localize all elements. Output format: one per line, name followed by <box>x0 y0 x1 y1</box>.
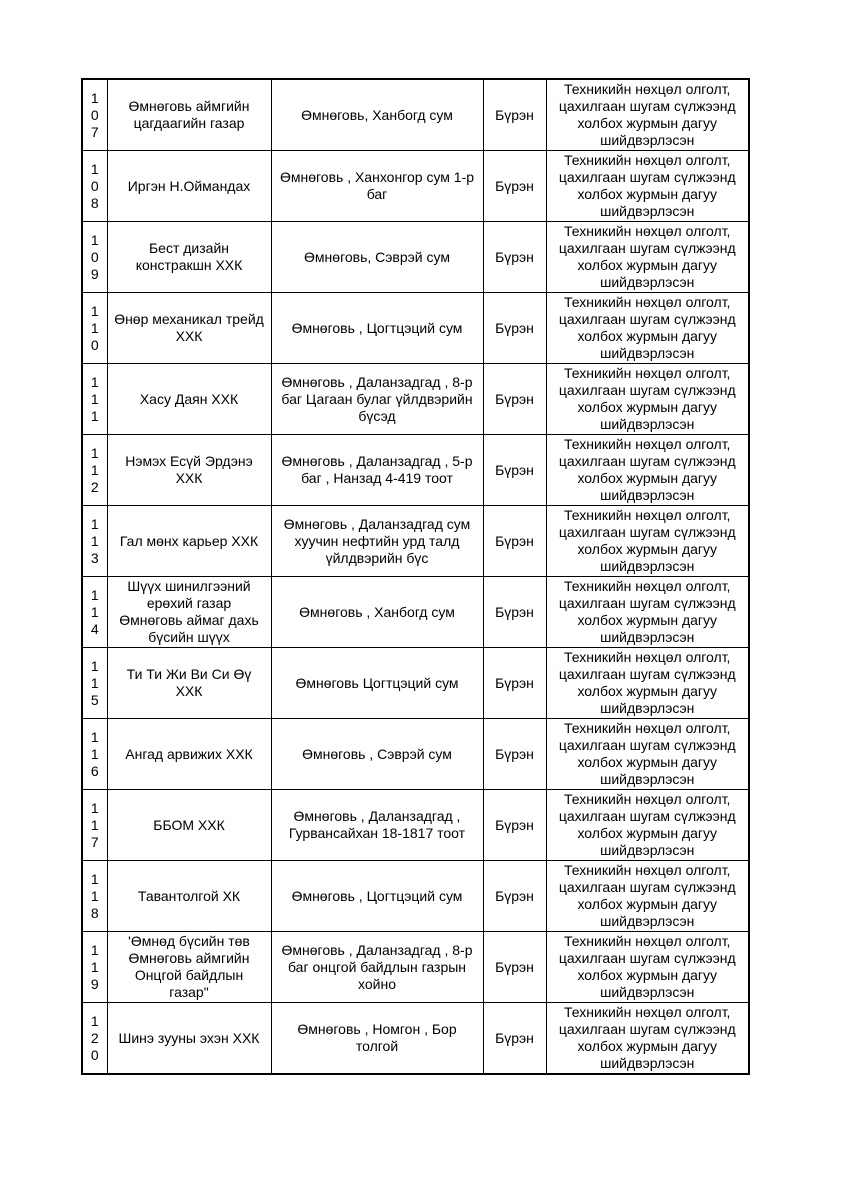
cell-location: Өмнөговь, Сэврэй сум <box>270 221 484 293</box>
cell-applicant-name: Шүүх шинилгээний ерөхий газар Өмнөговь а… <box>106 576 272 648</box>
cell-location: Өмнөговь , Ханхонгор сум 1-р баг <box>270 150 484 222</box>
cell-applicant-name: Иргэн Н.Оймандах <box>106 150 272 222</box>
cell-decision-text: Техникийн нөхцөл олголт, цахилгаан шугам… <box>545 505 750 577</box>
table-row: 113 Гал мөнх карьер ХХК Өмнөговь , Даланза… <box>81 505 750 577</box>
cell-location: Өмнөговь , Даланзадгад , Гурвансайхан 18… <box>270 789 484 861</box>
table-row: 108 Иргэн Н.Оймандах Өмнөговь , Ханхонгор … <box>81 150 750 222</box>
cell-status: Бүрэн <box>482 434 547 506</box>
cell-location: Өмнөговь, Ханбогд сум <box>270 78 484 151</box>
cell-location: Өмнөговь , Ханбогд сум <box>270 576 484 648</box>
cell-decision-text: Техникийн нөхцөл олголт, цахилгаан шугам… <box>545 434 750 506</box>
cell-applicant-name: Шинэ зууны эхэн ХХК <box>106 1002 272 1075</box>
cell-status: Бүрэн <box>482 221 547 293</box>
cell-row-number: 117 <box>81 789 108 861</box>
table-body: 107 Өмнөговь аймгийн цагдаагийн газар Өмнө… <box>81 78 750 1075</box>
cell-status: Бүрэн <box>482 150 547 222</box>
cell-applicant-name: Ти Ти Жи Ви Си Өү ХХК <box>106 647 272 719</box>
cell-row-number: 113 <box>81 505 108 577</box>
cell-decision-text: Техникийн нөхцөл олголт, цахилгаан шугам… <box>545 789 750 861</box>
cell-status: Бүрэн <box>482 292 547 364</box>
cell-location: Өмнөговь Цогтцэций сум <box>270 647 484 719</box>
table-row: 117 ББОМ ХХК Өмнөговь , Даланзадгад , Гурв… <box>81 789 750 861</box>
cell-location: Өмнөговь , Даланзадгад , 8-р баг Цагаан … <box>270 363 484 435</box>
cell-status: Бүрэн <box>482 505 547 577</box>
cell-row-number: 110 <box>81 292 108 364</box>
cell-row-number: 111 <box>81 363 108 435</box>
cell-decision-text: Техникийн нөхцөл олголт, цахилгаан шугам… <box>545 1002 750 1075</box>
cell-row-number: 119 <box>81 931 108 1003</box>
table-row: 120 Шинэ зууны эхэн ХХК Өмнөговь , Номгон … <box>81 1002 750 1075</box>
cell-location: Өмнөговь , Даланзадгад , 8-р баг онцгой … <box>270 931 484 1003</box>
cell-applicant-name: Бест дизайн констракшн ХХК <box>106 221 272 293</box>
cell-location: Өмнөговь , Сэврэй сум <box>270 718 484 790</box>
cell-decision-text: Техникийн нөхцөл олголт, цахилгаан шугам… <box>545 363 750 435</box>
cell-decision-text: Техникийн нөхцөл олголт, цахилгаан шугам… <box>545 576 750 648</box>
cell-location: Өмнөговь , Номгон , Бор толгой <box>270 1002 484 1075</box>
cell-decision-text: Техникийн нөхцөл олголт, цахилгаан шугам… <box>545 931 750 1003</box>
cell-decision-text: Техникийн нөхцөл олголт, цахилгаан шугам… <box>545 78 750 151</box>
table-row: 119 'Өмнөд бүсийн төв Өмнөговь аймгийн Он… <box>81 931 750 1003</box>
table-row: 114 Шүүх шинилгээний ерөхий газар Өмнөгов… <box>81 576 750 648</box>
cell-status: Бүрэн <box>482 718 547 790</box>
cell-applicant-name: Гал мөнх карьер ХХК <box>106 505 272 577</box>
cell-row-number: 109 <box>81 221 108 293</box>
cell-location: Өмнөговь , Даланзадгад , 5-р баг , Нанза… <box>270 434 484 506</box>
cell-row-number: 115 <box>81 647 108 719</box>
cell-applicant-name: Нэмэх Есүй Эрдэнэ ХХК <box>106 434 272 506</box>
cell-decision-text: Техникийн нөхцөл олголт, цахилгаан шугам… <box>545 150 750 222</box>
cell-status: Бүрэн <box>482 789 547 861</box>
cell-row-number: 120 <box>81 1002 108 1075</box>
cell-status: Бүрэн <box>482 647 547 719</box>
cell-status: Бүрэн <box>482 78 547 151</box>
cell-location: Өмнөговь , Даланзадгад сум хуучин нефтий… <box>270 505 484 577</box>
table-row: 118 Тавантолгой ХК Өмнөговь , Цогтцэций су… <box>81 860 750 932</box>
table-row: 110 Өнөр механикал трейд ХХК Өмнөговь , Цо… <box>81 292 750 364</box>
table-row: 112 Нэмэх Есүй Эрдэнэ ХХК Өмнөговь , Далан… <box>81 434 750 506</box>
cell-applicant-name: Тавантолгой ХК <box>106 860 272 932</box>
table-row: 107 Өмнөговь аймгийн цагдаагийн газар Өмнө… <box>81 78 750 151</box>
cell-applicant-name: Хасу Даян ХХК <box>106 363 272 435</box>
cell-decision-text: Техникийн нөхцөл олголт, цахилгаан шугам… <box>545 860 750 932</box>
cell-row-number: 118 <box>81 860 108 932</box>
cell-decision-text: Техникийн нөхцөл олголт, цахилгаан шугам… <box>545 292 750 364</box>
cell-decision-text: Техникийн нөхцөл олголт, цахилгаан шугам… <box>545 718 750 790</box>
cell-status: Бүрэн <box>482 363 547 435</box>
cell-row-number: 112 <box>81 434 108 506</box>
cell-row-number: 114 <box>81 576 108 648</box>
connection-permits-table: 107 Өмнөговь аймгийн цагдаагийн газар Өмнө… <box>81 78 750 1075</box>
cell-applicant-name: Өнөр механикал трейд ХХК <box>106 292 272 364</box>
table-row: 109 Бест дизайн констракшн ХХК Өмнөговь, С… <box>81 221 750 293</box>
cell-status: Бүрэн <box>482 860 547 932</box>
cell-decision-text: Техникийн нөхцөл олголт, цахилгаан шугам… <box>545 647 750 719</box>
cell-applicant-name: 'Өмнөд бүсийн төв Өмнөговь аймгийн Онцго… <box>106 931 272 1003</box>
cell-decision-text: Техникийн нөхцөл олголт, цахилгаан шугам… <box>545 221 750 293</box>
table-row: 111 Хасу Даян ХХК Өмнөговь , Даланзадгад ,… <box>81 363 750 435</box>
cell-row-number: 108 <box>81 150 108 222</box>
cell-location: Өмнөговь , Цогтцэций сум <box>270 292 484 364</box>
table-row: 116 Ангад арвижих ХХК Өмнөговь , Сэврэй су… <box>81 718 750 790</box>
cell-applicant-name: ББОМ ХХК <box>106 789 272 861</box>
cell-location: Өмнөговь , Цогтцэций сум <box>270 860 484 932</box>
cell-status: Бүрэн <box>482 1002 547 1075</box>
cell-status: Бүрэн <box>482 931 547 1003</box>
cell-applicant-name: Ангад арвижих ХХК <box>106 718 272 790</box>
cell-status: Бүрэн <box>482 576 547 648</box>
cell-row-number: 107 <box>81 78 108 151</box>
table-row: 115 Ти Ти Жи Ви Си Өү ХХК Өмнөговь Цогтцэц… <box>81 647 750 719</box>
cell-row-number: 116 <box>81 718 108 790</box>
cell-applicant-name: Өмнөговь аймгийн цагдаагийн газар <box>106 78 272 151</box>
